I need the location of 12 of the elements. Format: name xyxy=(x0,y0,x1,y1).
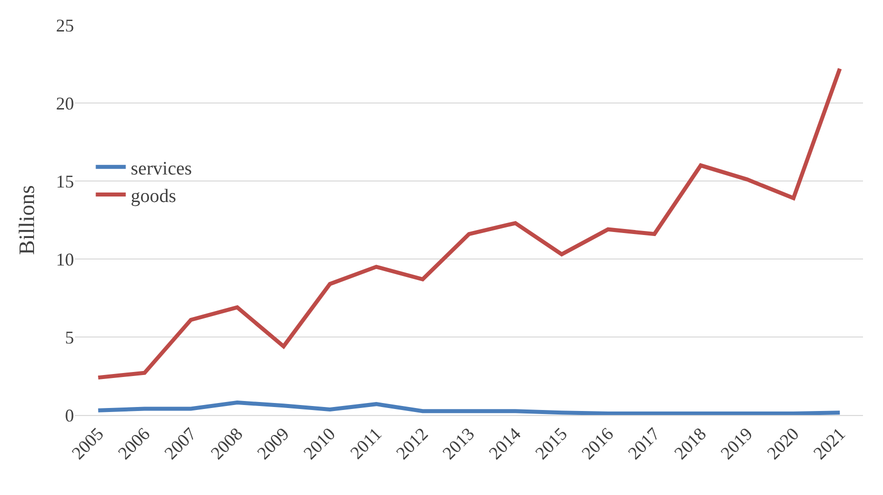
y-tick-label: 0 xyxy=(65,405,74,426)
legend-label: goods xyxy=(130,186,176,207)
y-tick-label: 10 xyxy=(56,249,74,270)
y-tick-label: 15 xyxy=(56,171,74,192)
y-tick-label: 25 xyxy=(56,15,74,36)
y-tick-label: 5 xyxy=(65,327,74,348)
legend-label: services xyxy=(130,158,192,180)
line-series xyxy=(96,66,842,380)
y-tick-label: 20 xyxy=(56,93,74,114)
line-series xyxy=(96,400,842,415)
x-tick-label: 2011 xyxy=(346,424,386,463)
y-axis-title: Billions xyxy=(14,185,39,255)
